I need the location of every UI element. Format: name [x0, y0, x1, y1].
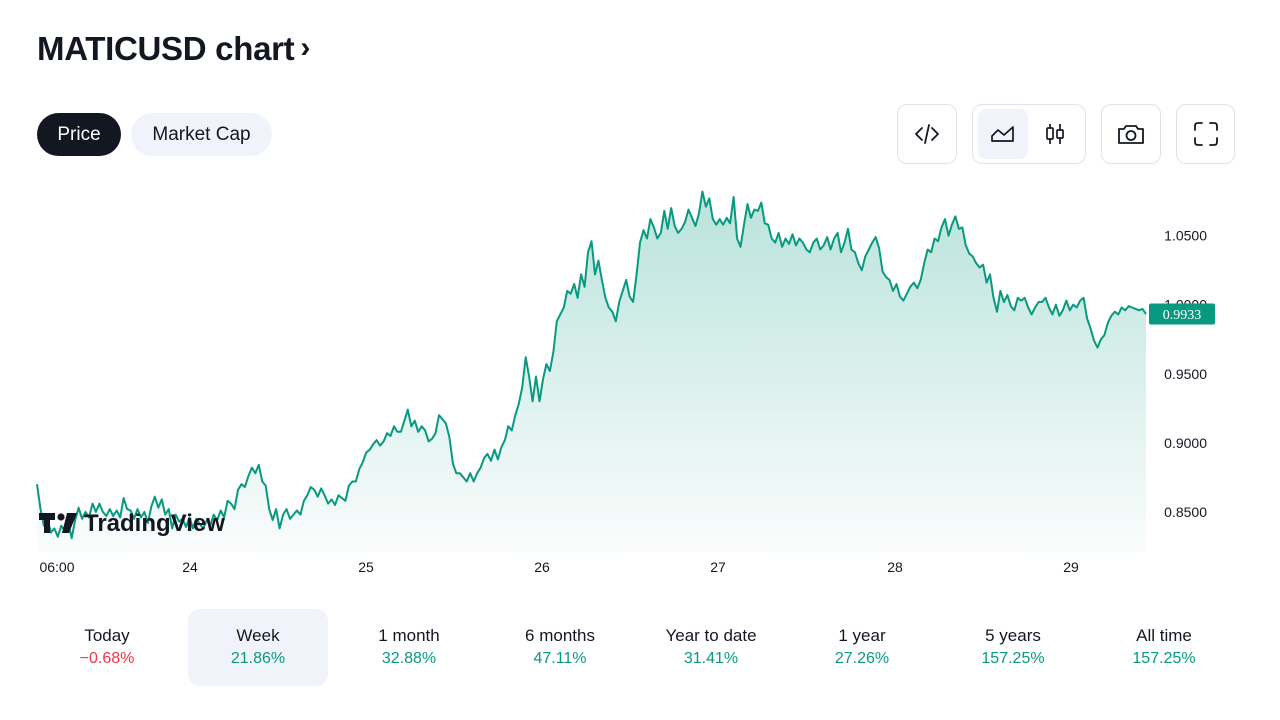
- x-tick-label: 26: [534, 559, 550, 575]
- y-tick-label: 0.9000: [1164, 435, 1207, 451]
- range-change-value: 32.88%: [381, 650, 437, 667]
- title-text: MATICUSD chart: [37, 30, 295, 67]
- snapshot-button[interactable]: [1101, 104, 1161, 164]
- range-change-value: 27.26%: [834, 650, 890, 667]
- range-6-months[interactable]: 6 months 47.11%: [490, 609, 630, 686]
- last-price-box: [1149, 303, 1215, 325]
- tradingview-logo[interactable]: TradingView: [39, 510, 225, 537]
- range-label: Week: [236, 626, 280, 645]
- code-icon: [915, 124, 939, 144]
- candlestick-icon: [1046, 124, 1064, 144]
- range-label: All time: [1136, 626, 1192, 645]
- range-label: 5 years: [985, 626, 1041, 645]
- x-tick-label: 29: [1063, 559, 1079, 575]
- embed-button[interactable]: [897, 104, 957, 164]
- x-axis: 06:00 24 25 26 27 28 29: [39, 559, 1079, 575]
- tradingview-wordmark: TradingView: [84, 510, 225, 537]
- last-price-value: 0.9933: [1163, 308, 1202, 323]
- tab-market-cap-label: Market Cap: [152, 123, 251, 145]
- range-change-value: 47.11%: [533, 650, 587, 667]
- tab-price-label: Price: [57, 123, 101, 145]
- chevron-right-icon: ›: [300, 31, 311, 64]
- page-title[interactable]: MATICUSD chart ›: [37, 30, 310, 68]
- chart-style-group: [972, 104, 1086, 164]
- range-label: Year to date: [665, 626, 757, 645]
- range-label: 1 year: [838, 626, 886, 645]
- range-label: 6 months: [525, 626, 595, 645]
- tradingview-mark-icon: [39, 513, 77, 533]
- range-label: Today: [84, 626, 130, 645]
- range-change-value: 21.86%: [230, 650, 286, 667]
- x-tick-label: 06:00: [39, 559, 74, 575]
- x-tick-label: 28: [887, 559, 903, 575]
- camera-icon: [1118, 125, 1144, 144]
- y-tick-label: 0.9500: [1164, 366, 1207, 382]
- x-tick-label: 25: [358, 559, 374, 575]
- fullscreen-button[interactable]: [1176, 104, 1235, 164]
- range-change-value: 157.25%: [981, 650, 1045, 667]
- range-selector: Today −0.68% Week 21.86% 1 month 32.88% 6 mont…: [37, 609, 1234, 686]
- range-change-value: 31.41%: [683, 650, 739, 667]
- range-1-year[interactable]: 1 year 27.26%: [792, 609, 932, 686]
- range-1-month[interactable]: 1 month 32.88%: [339, 609, 479, 686]
- price-line: [36, 190, 1147, 540]
- area-style-button[interactable]: [978, 109, 1028, 159]
- range-today[interactable]: Today −0.68%: [37, 609, 177, 686]
- x-tick-label: 27: [710, 559, 726, 575]
- range-label: 1 month: [378, 626, 440, 645]
- price-area-fill: [37, 191, 1146, 552]
- tab-market-cap[interactable]: Market Cap: [131, 113, 272, 156]
- x-tick-label: 24: [182, 559, 198, 575]
- last-price-label: 0.9933: [1149, 303, 1215, 325]
- range-year-to-date[interactable]: Year to date 31.41%: [641, 609, 781, 686]
- candle-style-button[interactable]: [1030, 109, 1080, 159]
- tab-price[interactable]: Price: [37, 113, 121, 156]
- area-chart-icon: [991, 126, 1014, 142]
- y-tick-label: 0.8500: [1164, 504, 1207, 520]
- range-5-years[interactable]: 5 years 157.25%: [943, 609, 1083, 686]
- range-week[interactable]: Week 21.86%: [188, 609, 328, 686]
- range-change-value: −0.68%: [79, 650, 135, 667]
- fullscreen-icon: [1193, 122, 1218, 146]
- range-all-time[interactable]: All time 157.25%: [1094, 609, 1234, 686]
- range-change-value: 157.25%: [1132, 650, 1196, 667]
- y-tick-label: 1.0500: [1164, 228, 1207, 244]
